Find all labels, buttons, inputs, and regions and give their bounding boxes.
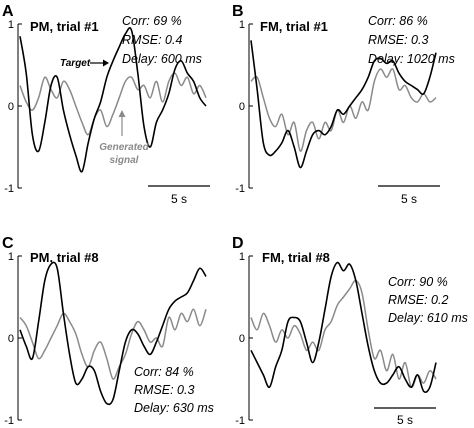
annotation-generated: Generated <box>99 142 149 153</box>
series-line-generated <box>19 308 207 380</box>
annotation-generated: signal <box>110 155 139 166</box>
y-tick-label: 0 <box>8 333 14 345</box>
stat-corr: Corr: 86 % <box>368 14 428 28</box>
annotation-target: Target <box>60 58 91 69</box>
plot-area <box>19 261 207 406</box>
panel-title: PM, trial #1 <box>30 19 99 34</box>
plot-area <box>19 27 207 173</box>
y-tick-label: 1 <box>8 251 14 263</box>
series-line-target <box>19 27 207 173</box>
stat-delay: Delay: 600 ms <box>122 52 202 66</box>
panel-title: PM, trial #8 <box>30 250 99 265</box>
stat-rmse: RMSE: 0.2 <box>388 293 448 307</box>
plot-area <box>250 261 437 393</box>
stat-rmse: RMSE: 0.3 <box>134 383 194 397</box>
y-tick-label: -1 <box>4 415 14 427</box>
y-tick-label: 0 <box>8 101 14 113</box>
y-tick-label: -1 <box>235 183 245 195</box>
series-line-target <box>19 261 207 406</box>
panel-letter: B <box>232 3 244 20</box>
y-tick-label: 1 <box>8 19 14 31</box>
panel-b: B 1 0 -1 FM, trial #1 Corr: 86 % RMSE: 0… <box>232 3 455 206</box>
stat-corr: Corr: 90 % <box>388 275 448 289</box>
panel-title: FM, trial #1 <box>260 19 328 34</box>
series-line-target <box>250 40 437 169</box>
stat-corr: Corr: 84 % <box>134 365 194 379</box>
y-tick-label: 1 <box>239 19 245 31</box>
y-tick-label: -1 <box>235 415 245 427</box>
y-tick-label: 1 <box>239 251 245 263</box>
scale-bar-label: 5 s <box>171 192 187 206</box>
panel-letter: D <box>232 235 244 252</box>
series-line-generated <box>19 72 207 136</box>
panel-d: D 1 0 -1 FM, trial #8 Corr: 90 % RMSE: 0… <box>232 235 468 427</box>
panel-letter: A <box>2 3 14 20</box>
y-tick-label: -1 <box>4 183 14 195</box>
stat-delay: Delay: 610 ms <box>388 311 468 325</box>
scale-bar-label: 5 s <box>397 413 413 427</box>
arrow-target-head <box>103 59 109 67</box>
panel-title: FM, trial #8 <box>262 250 330 265</box>
panel-a: A 1 0 -1 PM, trial #1 Corr: 69 % RMSE: 0… <box>2 3 210 206</box>
scale-bar-label: 5 s <box>401 192 417 206</box>
series-line-target <box>250 261 437 393</box>
arrow-generated-head <box>118 110 126 117</box>
y-tick-label: 0 <box>239 333 245 345</box>
plot-area <box>250 40 437 169</box>
stat-delay: Delay: 630 ms <box>134 401 214 415</box>
series-line-generated <box>250 279 437 389</box>
stat-corr: Corr: 69 % <box>122 14 182 28</box>
y-tick-label: 0 <box>239 101 245 113</box>
panel-c: C 1 0 -1 PM, trial #8 Corr: 84 % RMSE: 0… <box>2 235 214 427</box>
series-line-generated <box>250 68 437 152</box>
panel-letter: C <box>2 235 14 252</box>
stat-rmse: RMSE: 0.4 <box>122 33 182 47</box>
stat-rmse: RMSE: 0.3 <box>368 33 428 47</box>
